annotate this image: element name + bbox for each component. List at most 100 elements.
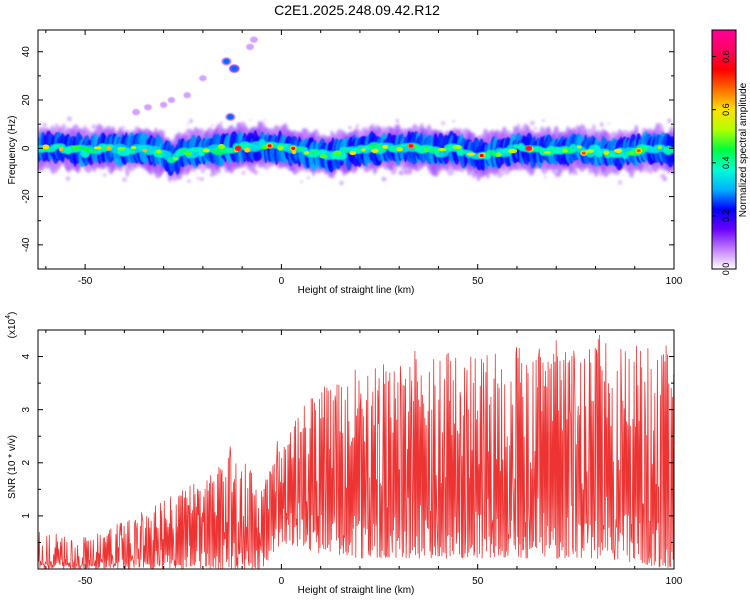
spectrogram-cell (189, 119, 193, 123)
spectrogram-cell (603, 150, 609, 156)
spectrogram-peak (408, 144, 413, 148)
colorbar-tick-label: 0.4 (721, 157, 731, 170)
spectrogram-x-axis: -50 0 50 100 (45, 30, 683, 287)
spectrogram-cell (668, 147, 674, 154)
spectrogram-cell (155, 149, 162, 154)
spectrogram-x-tick-label: 0 (279, 276, 285, 287)
spectrogram-cell (217, 169, 222, 173)
spectrogram-cell (183, 151, 193, 156)
spectrogram-cell (42, 122, 47, 127)
spectrogram-frame (37, 29, 675, 270)
spectrogram-cell (220, 121, 223, 124)
spectrogram-cell (339, 180, 344, 186)
snr-y-scale-factor: (x104) (5, 312, 18, 339)
spectrogram-cell (437, 148, 447, 152)
spectrogram-heatmap (38, 36, 674, 186)
spectrogram-cell (277, 145, 284, 151)
spectrogram-cell (65, 166, 71, 172)
spectrogram-feature-core (227, 114, 234, 120)
spectrogram-x-tick-label: 50 (472, 276, 484, 287)
spectrogram-cell (388, 166, 393, 171)
spectrogram-cell (456, 166, 462, 171)
spectrogram-feature-core (223, 58, 230, 64)
spectrogram-feature (159, 101, 168, 108)
spectrogram-cell (168, 175, 173, 180)
spectrogram-cell (244, 147, 251, 153)
snr-y-tick-label: 3 (21, 406, 32, 412)
spectrogram-cell (544, 151, 551, 154)
spectrogram-cell (348, 126, 352, 130)
spectrogram-cell (512, 126, 515, 129)
spectrogram-cell (530, 120, 535, 126)
spectrogram-cell (186, 123, 189, 126)
colorbar-tick-label: 0.2 (721, 210, 731, 223)
spectrogram-cell (662, 176, 668, 182)
spectrogram-cell (228, 130, 233, 135)
spectrogram-cell (304, 151, 310, 155)
spectrogram-cell (669, 131, 674, 137)
spectrogram-cell (396, 146, 403, 152)
spectrogram-cell (654, 169, 658, 173)
spectrogram-cell (51, 172, 54, 175)
figure-title: C2E1.2025.248.09.42.R12 (274, 2, 440, 18)
colorbar-tick-label: 0.8 (721, 50, 731, 63)
spectrogram-cell (217, 129, 221, 133)
spectrogram-cell (349, 150, 357, 156)
spectrogram-feature (132, 108, 141, 116)
snr-y-tick-label: 1 (21, 513, 32, 519)
spectrogram-x-axis-label: Height of straight line (km) (298, 285, 415, 296)
spectrogram-y-tick-label: -40 (21, 237, 32, 252)
spectrogram-cell (355, 124, 360, 128)
spectrogram-cell (441, 120, 446, 126)
spectrogram-cell (612, 171, 615, 174)
spectrogram-cell (556, 171, 562, 177)
spectrogram-cell (368, 165, 373, 169)
spectrogram-cell (187, 179, 191, 183)
spectrogram-cell (588, 169, 594, 175)
spectrogram-cell (67, 116, 72, 122)
spectrogram-cell (333, 150, 342, 156)
spectrogram-cell (264, 128, 268, 132)
snr-y-axis-label: SNR (10 * v/v) (7, 435, 18, 499)
spectrogram-cell (91, 124, 97, 130)
spectrogram-cell (211, 124, 214, 127)
spectrogram-feature (183, 92, 191, 99)
colorbar-scale (711, 29, 737, 270)
snr-frame (37, 329, 675, 570)
spectrogram-peak (267, 144, 272, 148)
snr-series-layer (38, 334, 674, 569)
spectrogram-cell (103, 173, 107, 177)
spectrogram-cell (659, 175, 662, 178)
spectrogram-cell (614, 148, 623, 154)
spectrogram-cell (172, 177, 177, 182)
spectrogram-cell (186, 168, 190, 173)
spectrogram-cell (42, 144, 50, 150)
spectrogram-cell (452, 145, 462, 150)
spectrogram-cell (628, 151, 635, 155)
spectrogram-cell (300, 180, 304, 184)
spectrogram-cell (225, 170, 229, 174)
spectrogram-cell (241, 170, 246, 175)
spectrogram-cell (58, 146, 64, 152)
spectrogram-feature-core (231, 66, 238, 72)
colorbar-tick-label: 0.6 (721, 103, 731, 116)
spectrogram-peak (236, 146, 241, 150)
spectrogram-cell (424, 147, 429, 153)
spectrogram-cell (599, 122, 604, 127)
spectrogram-cell (158, 131, 164, 137)
spectrogram-cell (466, 152, 475, 156)
spectrogram-cell (309, 132, 312, 135)
spectrogram-cell (260, 127, 264, 130)
spectrogram-y-tick-label: 0 (21, 145, 32, 151)
spectrogram-feature (144, 104, 152, 111)
spectrogram-y-axis-label: Frequency (Hz) (7, 116, 18, 185)
spectrogram-cell (594, 167, 600, 172)
spectrogram-cell (263, 119, 266, 122)
spectrogram-cell (253, 170, 259, 175)
snr-x-tick-label: 50 (472, 576, 484, 587)
spectrogram-cell (117, 146, 126, 151)
spectrogram-cell (202, 148, 210, 153)
spectrogram-cell (495, 152, 502, 157)
spectrogram-cell (142, 148, 148, 153)
